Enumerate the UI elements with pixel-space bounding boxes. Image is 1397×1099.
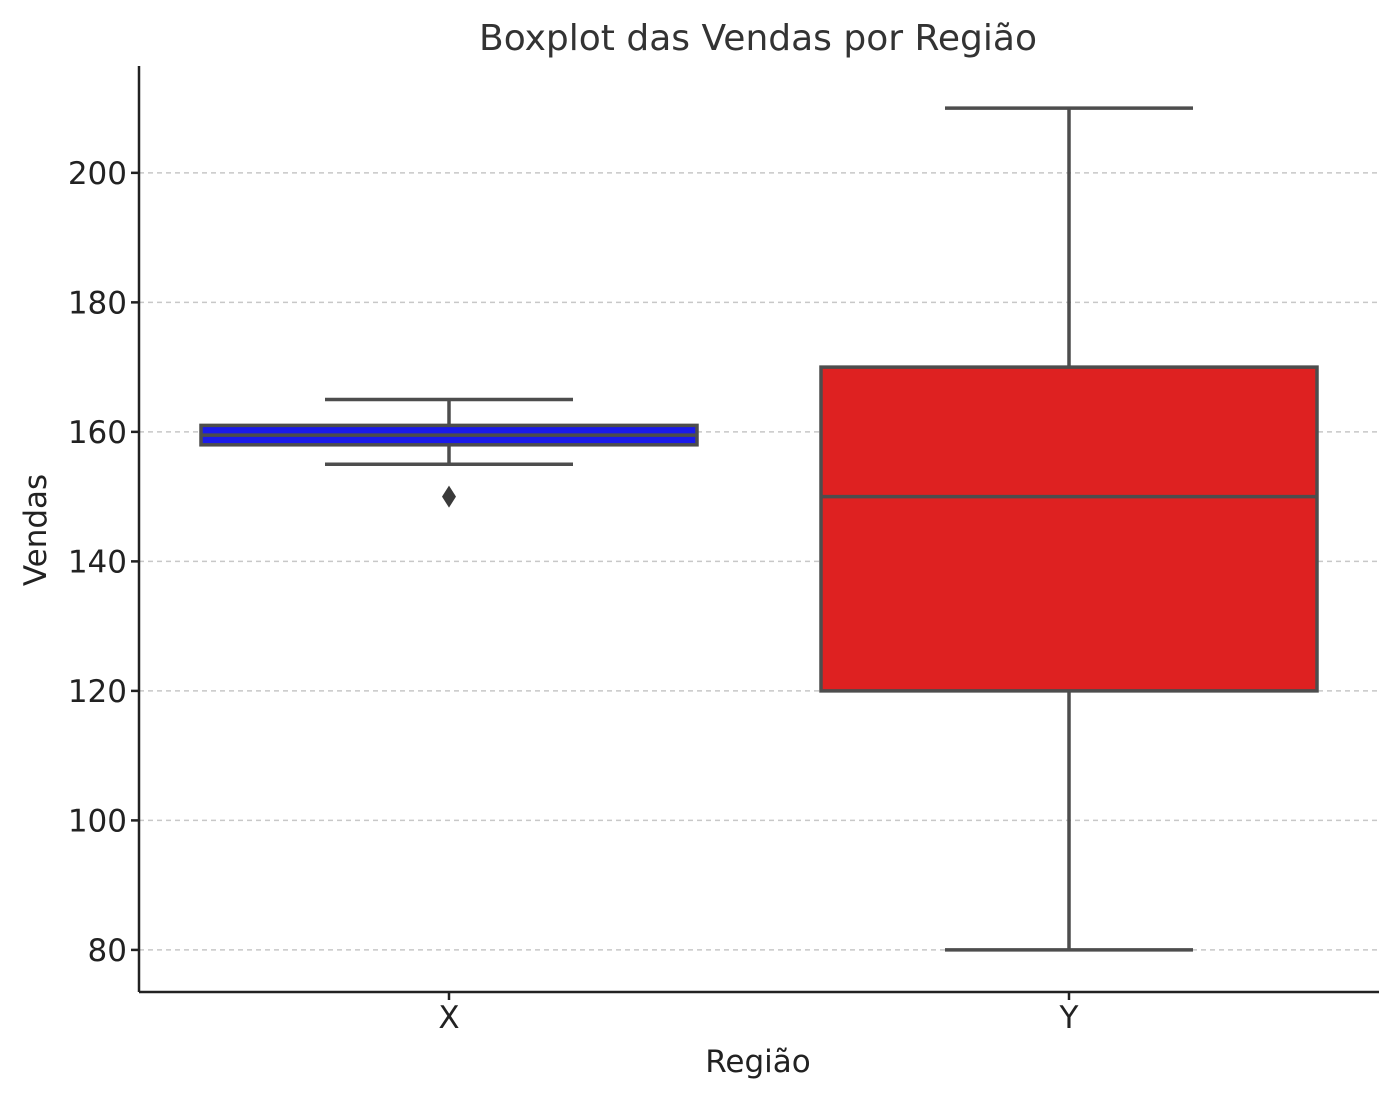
- y-tick-label: 140: [68, 544, 127, 580]
- y-tick-label: 80: [88, 933, 127, 969]
- x-tick-label: Y: [1059, 1000, 1079, 1036]
- y-tick-label: 160: [68, 415, 127, 451]
- y-tick-label: 100: [68, 803, 127, 839]
- y-tick-label: 120: [68, 674, 127, 710]
- boxes: [199, 106, 1319, 952]
- y-axis-label: Vendas: [18, 474, 54, 586]
- outlier-point: [442, 485, 456, 508]
- x-axis-label: Região: [705, 1044, 810, 1080]
- ticks: 80 100 120 140 160 180 200 X Y: [68, 156, 1079, 1036]
- y-tick-label: 200: [68, 156, 127, 192]
- box-y: [819, 106, 1319, 952]
- y-tick-label: 180: [68, 285, 127, 321]
- chart-title: Boxplot das Vendas por Região: [479, 18, 1037, 59]
- x-tick-label: X: [438, 1000, 459, 1036]
- box-x: [199, 397, 699, 508]
- axes: [137, 66, 1379, 994]
- box-iqr: [819, 365, 1319, 693]
